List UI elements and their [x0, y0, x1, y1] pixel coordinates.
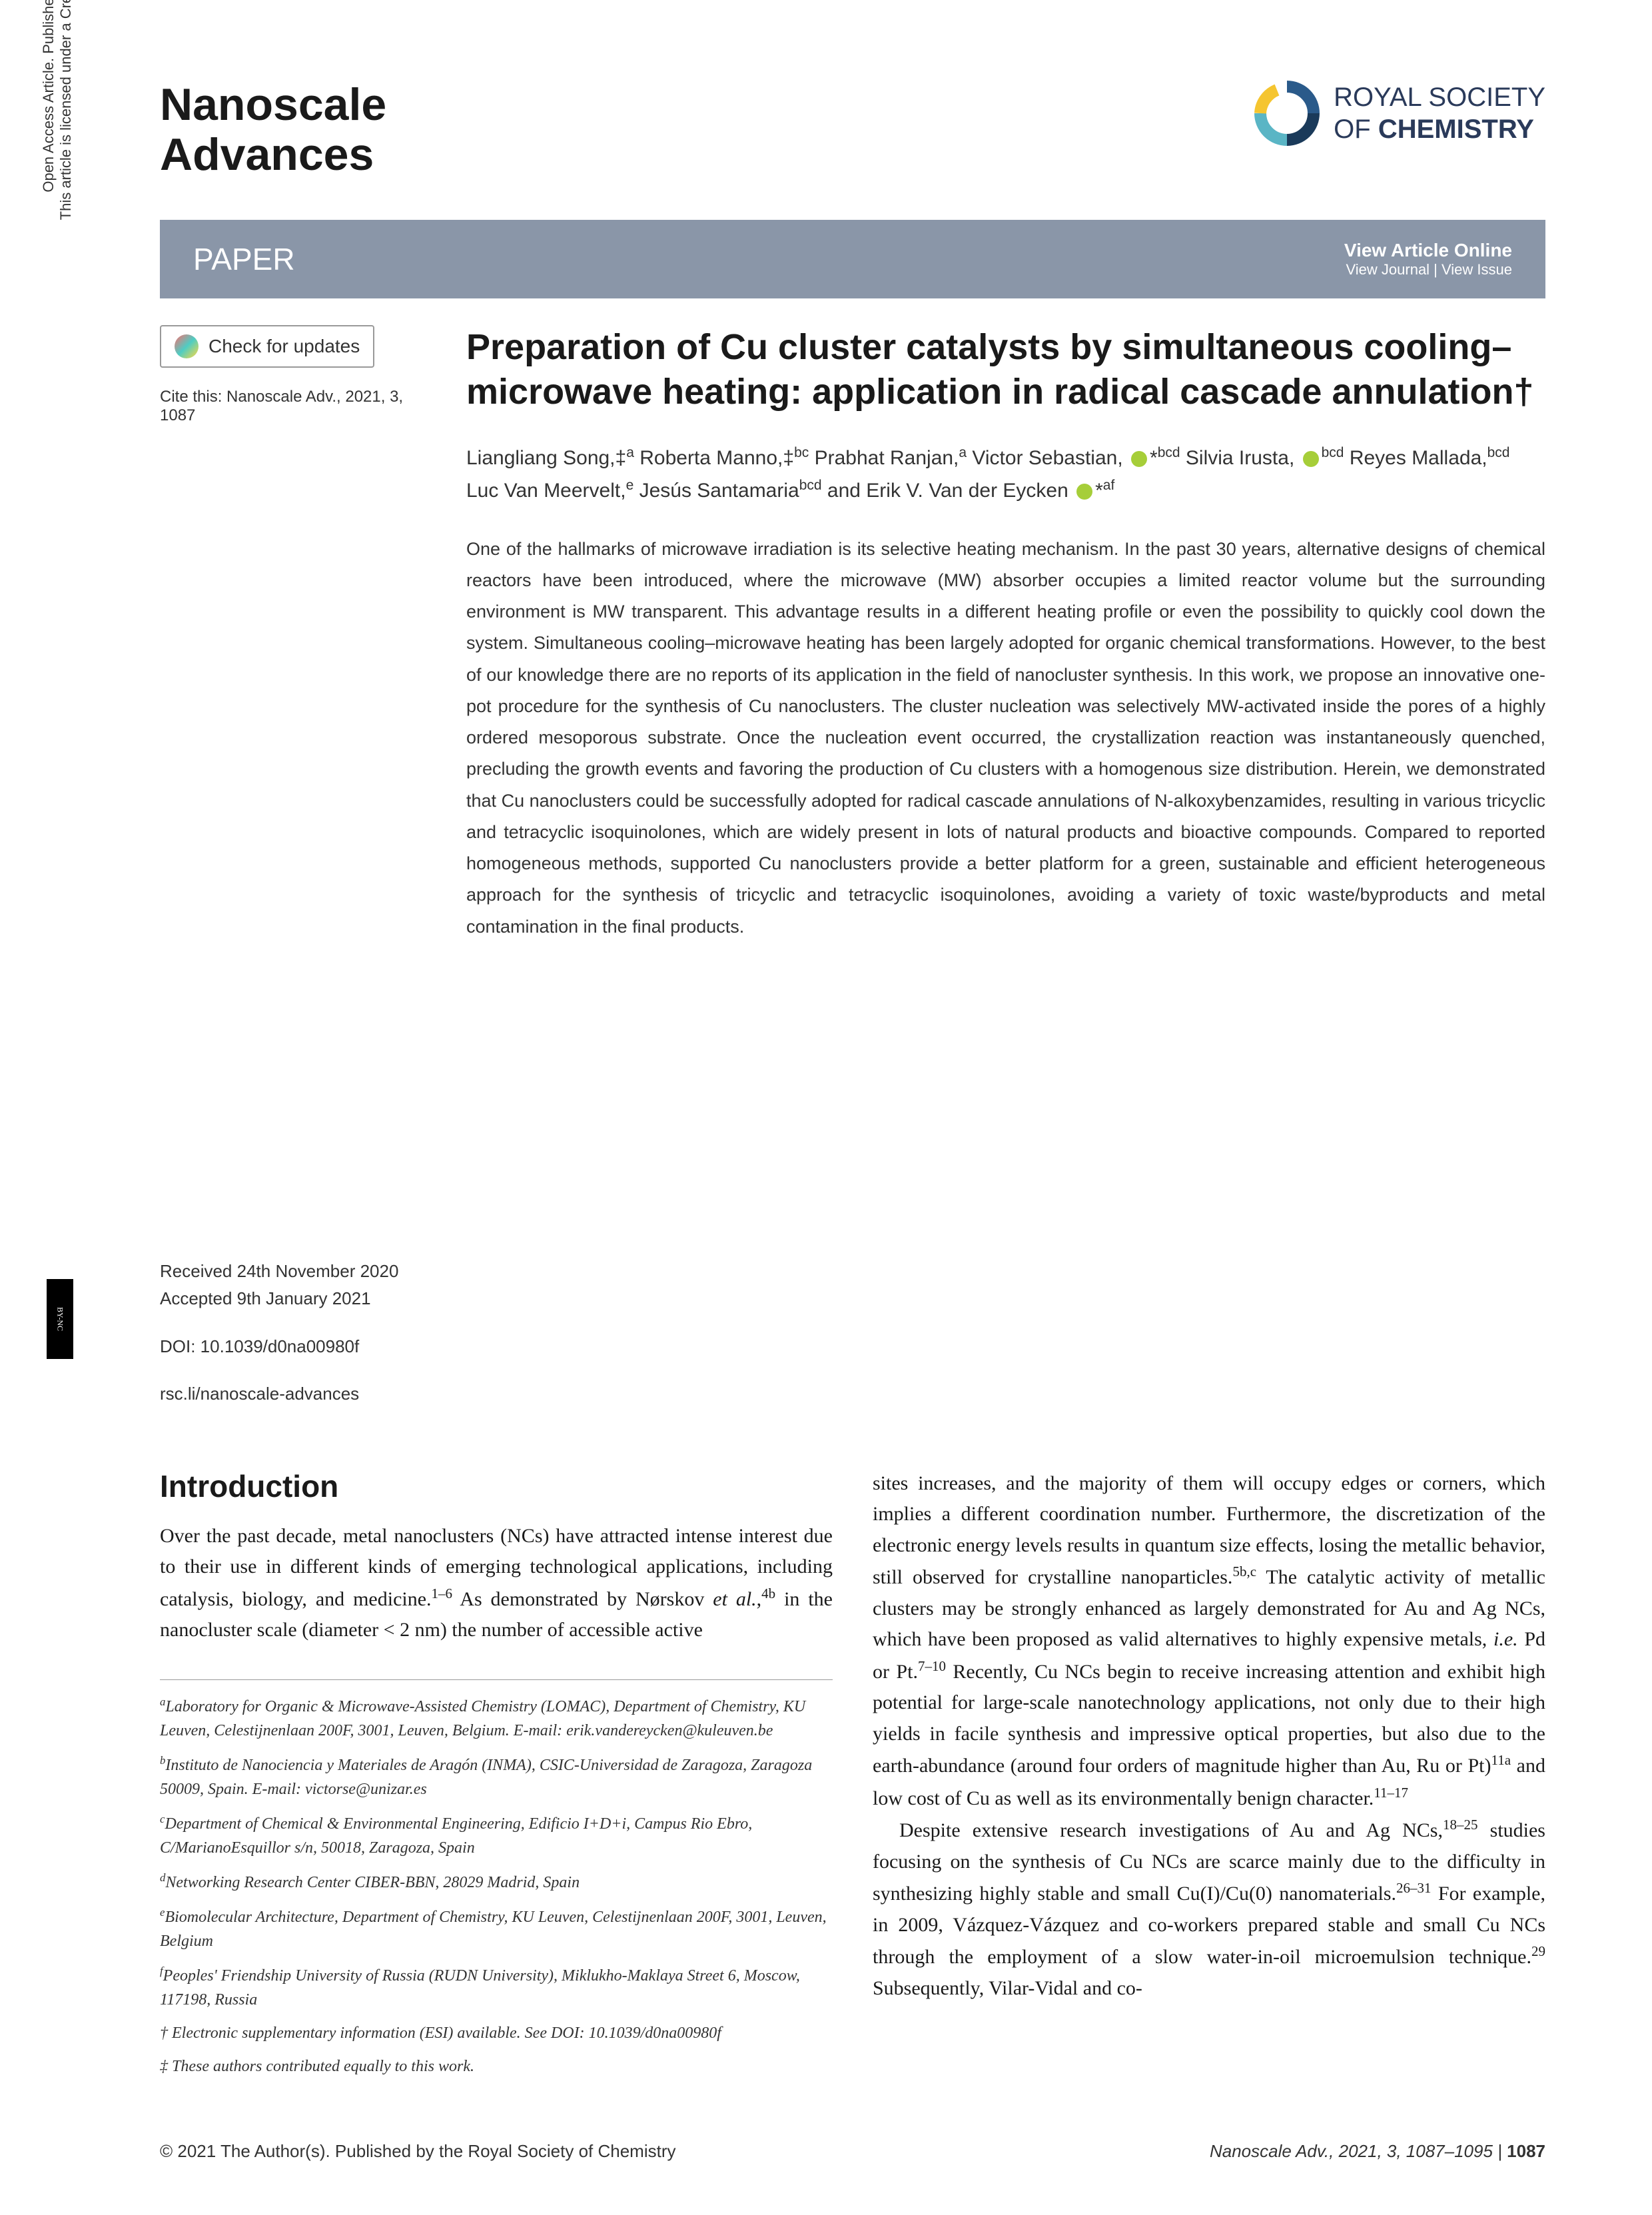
accepted-date: Accepted 9th January 2021	[160, 1285, 426, 1313]
article-title: Preparation of Cu cluster catalysts by s…	[466, 325, 1545, 415]
banner-links: View Article Online View Journal | View …	[1344, 240, 1512, 278]
article-meta: Received 24th November 2020 Accepted 9th…	[160, 1258, 426, 1408]
page-footer: © 2021 The Author(s). Published by the R…	[160, 2141, 1545, 2162]
body-section: Introduction Over the past decade, metal…	[160, 1468, 1545, 2088]
publisher-logo: ROYAL SOCIETY OF CHEMISTRY	[1254, 80, 1545, 147]
intro-heading: Introduction	[160, 1468, 833, 1504]
journal-link[interactable]: rsc.li/nanoscale-advances	[160, 1380, 426, 1408]
affiliation-item: † Electronic supplementary information (…	[160, 2021, 833, 2045]
license-vertical-text: Open Access Article. Published on 11 Jan…	[40, 0, 75, 426]
view-article-link[interactable]: View Article Online	[1344, 240, 1512, 261]
cc-badge-icon: BY-NC	[47, 1279, 73, 1359]
paper-banner: PAPER View Article Online View Journal |…	[160, 220, 1545, 298]
affiliations-list: aLaboratory for Organic & Microwave-Assi…	[160, 1679, 833, 2078]
check-updates-button[interactable]: Check for updates	[160, 325, 374, 368]
journal-name: Nanoscale Advances	[160, 80, 386, 180]
view-journal-issue-link[interactable]: View Journal | View Issue	[1344, 261, 1512, 278]
affiliation-item: fPeoples' Friendship University of Russi…	[160, 1963, 833, 2012]
affiliation-item: bInstituto de Nanociencia y Materiales d…	[160, 1752, 833, 1801]
left-column: Check for updates Cite this: Nanoscale A…	[160, 325, 426, 1428]
crossmark-icon	[175, 334, 199, 358]
abstract-text: One of the hallmarks of microwave irradi…	[466, 534, 1545, 943]
affiliation-item: cDepartment of Chemical & Environmental …	[160, 1811, 833, 1860]
intro-left-text: Over the past decade, metal nanoclusters…	[160, 1521, 833, 1646]
copyright-text: © 2021 The Author(s). Published by the R…	[160, 2141, 676, 2162]
body-left-column: Introduction Over the past decade, metal…	[160, 1468, 833, 2088]
journal-ref: Nanoscale Adv., 2021, 3, 1087–1095 | 108…	[1210, 2141, 1545, 2162]
affiliation-item: aLaboratory for Organic & Microwave-Assi…	[160, 1693, 833, 1743]
affiliation-item: dNetworking Research Center CIBER-BBN, 2…	[160, 1869, 833, 1895]
paper-label: PAPER	[193, 241, 295, 277]
citation-text: Cite this: Nanoscale Adv., 2021, 3, 1087	[160, 388, 426, 425]
rsc-icon	[1254, 80, 1320, 147]
doi-text: DOI: 10.1039/d0na00980f	[160, 1333, 426, 1361]
header-row: Nanoscale Advances ROYAL SOCIETY OF CHEM…	[160, 80, 1545, 180]
right-column: Preparation of Cu cluster catalysts by s…	[466, 325, 1545, 1428]
body-right-column: sites increases, and the majority of the…	[873, 1468, 1545, 2088]
affiliation-item: eBiomolecular Architecture, Department o…	[160, 1904, 833, 1953]
received-date: Received 24th November 2020	[160, 1258, 426, 1286]
intro-right-text: sites increases, and the majority of the…	[873, 1468, 1545, 2004]
affiliation-item: ‡ These authors contributed equally to t…	[160, 2054, 833, 2078]
authors-list: Liangliang Song,‡a Roberta Manno,‡bc Pra…	[466, 442, 1545, 507]
publisher-name: ROYAL SOCIETY OF CHEMISTRY	[1334, 81, 1545, 145]
